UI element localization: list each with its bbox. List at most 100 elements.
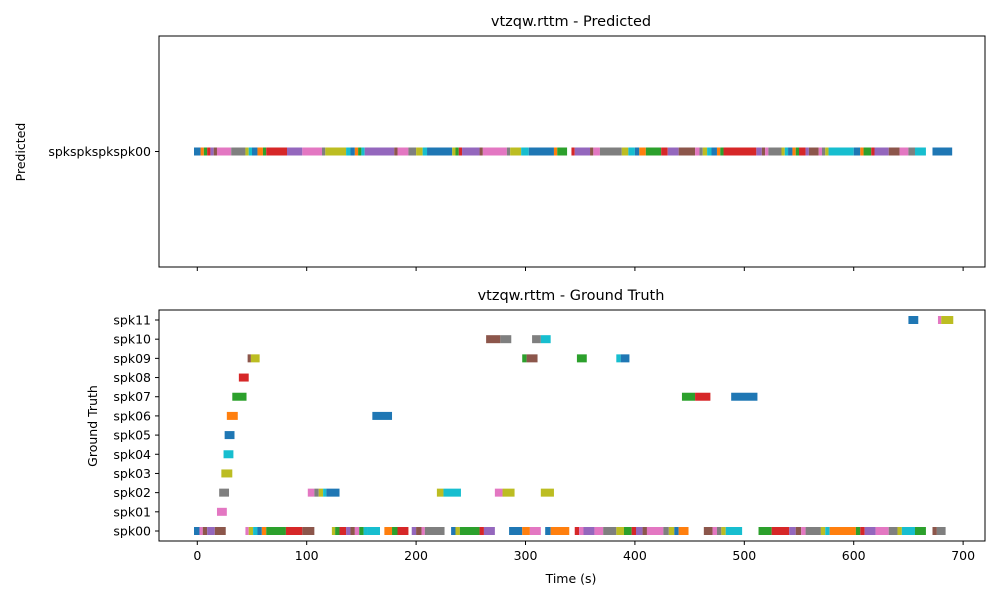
segment-spkspkspkspk00-47 bbox=[621, 147, 629, 156]
y-tick-label-spk11: spk11 bbox=[113, 313, 151, 328]
segment-spkspkspkspk00-4 bbox=[210, 147, 214, 156]
segment-spkspkspkspk00-18 bbox=[346, 147, 351, 156]
segment-spk00-89 bbox=[678, 527, 689, 535]
segment-spk02-30 bbox=[436, 488, 444, 497]
segment-spkspkspkspk00-33 bbox=[462, 147, 480, 156]
segment-spk01-35 bbox=[216, 507, 227, 516]
x-axis-label: Time (s) bbox=[545, 571, 597, 586]
segment-spk00-111 bbox=[914, 527, 926, 535]
segment-spkspkspkspk00-6 bbox=[216, 147, 232, 156]
segment-spk00-74 bbox=[550, 527, 570, 535]
segment-spk00-99 bbox=[801, 527, 806, 535]
segment-spkspkspkspk00-69 bbox=[788, 147, 793, 156]
segment-spkspkspkspk00-14 bbox=[287, 147, 303, 156]
segment-spkspkspkspk00-15 bbox=[302, 147, 323, 156]
segment-spkspkspkspk00-50 bbox=[639, 147, 646, 156]
segment-spk00-102 bbox=[825, 527, 830, 535]
segment-spkspkspkspk00-5 bbox=[213, 147, 217, 156]
segment-spk00-84 bbox=[642, 527, 647, 535]
predicted-panel: vtzqw.rttm - Predicted spkspkspkspk00 Pr… bbox=[13, 14, 986, 271]
segment-spkspkspkspk00-32 bbox=[458, 147, 463, 156]
segment-spkspkspkspk00-70 bbox=[792, 147, 796, 156]
segment-spkspkspkspk00-53 bbox=[667, 147, 679, 156]
segment-spkspkspkspk00-45 bbox=[593, 147, 600, 156]
segment-spk09-7 bbox=[247, 354, 251, 363]
y-tick-label-spk10: spk10 bbox=[113, 332, 151, 347]
segment-spk02-26 bbox=[314, 488, 319, 497]
segment-spkspkspkspk00-88 bbox=[932, 147, 953, 156]
segment-spkspkspkspk00-20 bbox=[354, 147, 359, 156]
segment-spkspkspkspk00-64 bbox=[761, 147, 766, 156]
segment-spkspkspkspk00-31 bbox=[455, 147, 459, 156]
segment-spk00-63 bbox=[421, 527, 425, 535]
segment-spk00-59 bbox=[392, 527, 398, 535]
segment-spkspkspkspk00-77 bbox=[825, 147, 829, 156]
segment-spkspkspkspk00-21 bbox=[358, 147, 362, 156]
segment-spk00-79 bbox=[603, 527, 617, 535]
segment-spk00-44 bbox=[257, 527, 262, 535]
segment-spk11-1 bbox=[937, 316, 942, 324]
segment-spk00-76 bbox=[579, 527, 584, 535]
segment-spk00-38 bbox=[202, 527, 208, 535]
y-tick-label-spk04: spk04 bbox=[113, 447, 151, 462]
segment-spkspkspkspk00-34 bbox=[479, 147, 483, 156]
segment-spk00-103 bbox=[829, 527, 856, 535]
segment-spkspkspkspk00-75 bbox=[818, 147, 822, 156]
segment-spk09-9 bbox=[522, 354, 527, 363]
segment-spk00-52 bbox=[346, 527, 351, 535]
segment-spk00-62 bbox=[416, 527, 422, 535]
segment-spkspkspkspk00-56 bbox=[699, 147, 703, 156]
segment-spk10-5 bbox=[532, 335, 541, 344]
segment-spkspkspkspk00-81 bbox=[863, 147, 872, 156]
segment-spk00-104 bbox=[855, 527, 861, 535]
segment-spk00-98 bbox=[795, 527, 802, 535]
segment-spkspkspkspk00-46 bbox=[599, 147, 622, 156]
segment-spk07-15 bbox=[232, 392, 247, 401]
ground-truth-segments bbox=[194, 316, 954, 535]
ground-truth-axes-frame bbox=[158, 309, 986, 542]
segment-spkspkspkspk00-30 bbox=[452, 147, 456, 156]
segment-spk00-92 bbox=[716, 527, 722, 535]
y-tick-label-spk09: spk09 bbox=[113, 351, 151, 366]
segment-spk00-64 bbox=[424, 527, 445, 535]
segment-spkspkspkspk00-36 bbox=[506, 147, 511, 156]
x-tick-label-0: 0 bbox=[193, 548, 201, 563]
segment-spkspkspkspk00-11 bbox=[257, 147, 263, 156]
segment-spk00-87 bbox=[668, 527, 675, 535]
segment-spk00-39 bbox=[207, 527, 215, 535]
segment-spk00-97 bbox=[789, 527, 796, 535]
segment-spk00-101 bbox=[820, 527, 826, 535]
segment-spkspkspkspk00-23 bbox=[364, 147, 395, 156]
segment-spkspkspkspk00-80 bbox=[860, 147, 864, 156]
segment-spk00-46 bbox=[266, 527, 286, 535]
segment-spk04-22 bbox=[223, 450, 234, 459]
segment-spk00-73 bbox=[545, 527, 551, 535]
y-tick-label-spk02: spk02 bbox=[113, 485, 151, 500]
segment-spk00-110 bbox=[901, 527, 915, 535]
segment-spkspkspkspk00-0 bbox=[194, 147, 201, 156]
segment-spk00-48 bbox=[302, 527, 315, 535]
segment-spk00-43 bbox=[253, 527, 258, 535]
segment-spkspkspkspk00-13 bbox=[266, 147, 288, 156]
segment-spk05-21 bbox=[224, 431, 235, 440]
segment-spk00-77 bbox=[583, 527, 595, 535]
segment-spk10-3 bbox=[486, 335, 501, 344]
predicted-segments bbox=[194, 147, 953, 156]
segment-spkspkspkspk00-24 bbox=[394, 147, 398, 156]
segment-spkspkspkspk00-49 bbox=[634, 147, 640, 156]
segment-spkspkspkspk00-84 bbox=[888, 147, 900, 156]
segment-spkspkspkspk00-82 bbox=[871, 147, 875, 156]
predicted-y-ticks: spkspkspkspk00 bbox=[48, 144, 159, 159]
segment-spk00-50 bbox=[335, 527, 340, 535]
segment-spk00-88 bbox=[674, 527, 679, 535]
segment-spk00-42 bbox=[248, 527, 254, 535]
segment-spkspkspkspk00-78 bbox=[828, 147, 854, 156]
y-tick-label-spk05: spk05 bbox=[113, 428, 151, 443]
predicted-y-axis-label: Predicted bbox=[13, 123, 28, 182]
segment-spk00-86 bbox=[663, 527, 669, 535]
y-tick-label-spk00: spk00 bbox=[113, 524, 151, 539]
segment-spkspkspkspk00-74 bbox=[808, 147, 819, 156]
segment-spk10-4 bbox=[500, 335, 512, 344]
segment-spk00-105 bbox=[860, 527, 865, 535]
